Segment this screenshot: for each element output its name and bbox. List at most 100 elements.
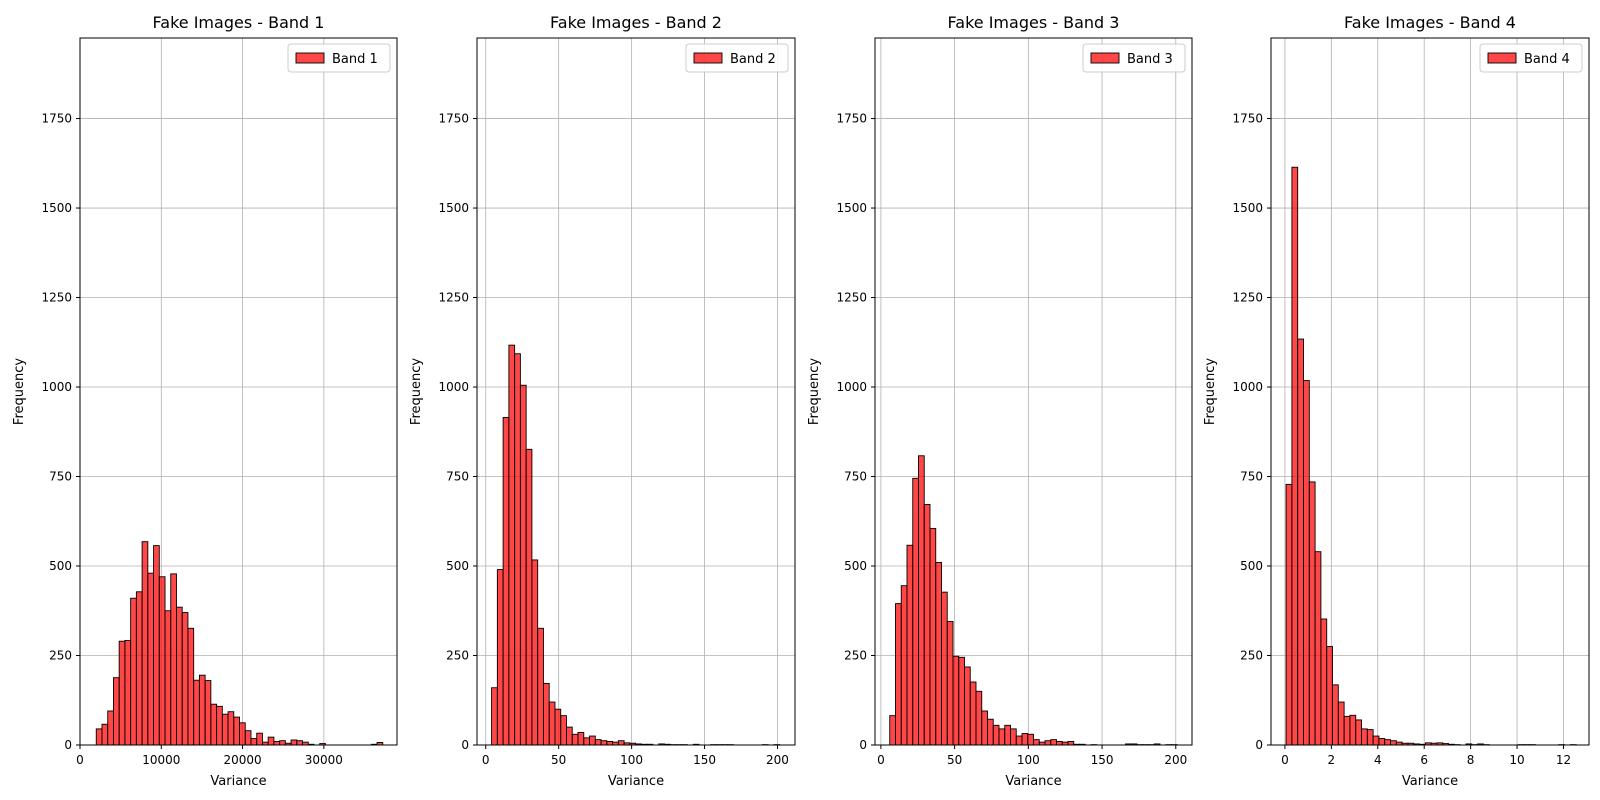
histogram-bar	[1021, 733, 1029, 746]
histogram-bar	[1314, 551, 1322, 746]
axes-frame	[79, 37, 398, 746]
legend-swatch	[1090, 52, 1120, 64]
histogram-bar	[998, 728, 1006, 746]
y-tick-label: 750	[446, 470, 469, 484]
histogram-bar	[1004, 724, 1011, 746]
x-tick-label: 4	[1374, 753, 1382, 767]
chart-panel-4: 0 2 4 6 8 10 12 0 250 500 750 1000 1250 1500 1750 Fake …	[1203, 13, 1590, 789]
histogram-bar	[600, 740, 608, 746]
legend-swatch	[1487, 52, 1517, 64]
histogram-bar	[1291, 166, 1299, 746]
x-tick-label: 150	[1091, 753, 1114, 767]
histogram-bar	[141, 541, 149, 746]
chart-panel-1: 0 10000 20000 30000 0 250 500 750 1000 1250 1500 17…	[12, 13, 398, 789]
axes-frame	[874, 37, 1193, 746]
histogram-bar	[187, 627, 195, 746]
axes-frame	[476, 37, 796, 746]
histogram-bar	[514, 353, 521, 746]
y-tick-label: 0	[1255, 738, 1263, 752]
y-tick-label: 1000	[41, 380, 72, 394]
histogram-bar	[1050, 739, 1057, 746]
y-tick-label: 1500	[1232, 201, 1263, 215]
histogram-bar	[981, 710, 988, 746]
histogram-bar	[1015, 735, 1023, 746]
histogram-bar	[566, 726, 573, 746]
histogram-bar	[537, 627, 544, 746]
x-tick-label: 10000	[142, 753, 180, 767]
x-tick-label: 100	[620, 753, 643, 767]
x-tick-label: 50	[551, 753, 566, 767]
y-tick-label: 1750	[41, 112, 72, 126]
y-tick-label: 1000	[836, 380, 867, 394]
histogram-bar	[290, 739, 298, 746]
y-tick-label: 750	[49, 470, 72, 484]
histogram-bar	[923, 503, 931, 746]
y-tick-label: 1250	[836, 291, 867, 305]
y-axis-label: Frequency	[12, 358, 27, 425]
y-tick-label: 500	[49, 559, 72, 573]
histogram-bar	[554, 708, 562, 746]
histogram-bar	[1378, 738, 1386, 746]
histogram-bar	[273, 740, 281, 746]
histogram-bar	[918, 455, 925, 746]
x-tick-label: 20000	[223, 753, 261, 767]
histogram-bar	[508, 344, 516, 746]
histogram-bar	[502, 417, 510, 746]
histogram-bar	[1303, 380, 1310, 746]
histogram-bar	[889, 715, 896, 746]
histogram-bar	[1384, 739, 1391, 746]
legend-box	[1082, 43, 1186, 73]
x-tick-label: 0	[1281, 753, 1289, 767]
x-axis-label: Variance	[210, 774, 266, 789]
histogram-bar	[992, 724, 1000, 746]
histogram-bar	[244, 730, 252, 746]
y-axis-label: Frequency	[807, 358, 822, 425]
y-tick-label: 500	[446, 559, 469, 573]
x-axis-label: Variance	[1402, 774, 1458, 789]
y-tick-label: 250	[49, 649, 72, 663]
histogram-bar	[1027, 733, 1034, 746]
histogram-bar	[158, 576, 166, 746]
legend-swatch	[693, 52, 723, 64]
legend-label: Band 1	[332, 52, 378, 67]
y-tick-label: 500	[844, 559, 867, 573]
histogram-bar	[491, 687, 498, 746]
histogram-bar	[969, 681, 977, 746]
y-tick-label: 250	[446, 649, 469, 663]
histogram-bar	[95, 728, 103, 746]
histogram-bar	[1010, 728, 1017, 746]
histogram-bar	[1349, 714, 1357, 746]
y-tick-label: 1500	[836, 201, 867, 215]
histogram-bar	[1320, 618, 1328, 746]
y-tick-label: 1500	[438, 201, 469, 215]
x-tick-label: 0	[482, 753, 490, 767]
histogram-bar	[895, 603, 902, 746]
histogram-bar	[1044, 740, 1052, 746]
histogram-bar	[519, 384, 527, 746]
histogram-bar	[594, 739, 602, 746]
y-tick-label: 1500	[41, 201, 72, 215]
histogram-bar	[250, 738, 258, 746]
y-tick-label: 500	[1240, 559, 1263, 573]
histogram-bar	[496, 569, 504, 746]
chart-title: Fake Images - Band 1	[153, 13, 325, 32]
histogram-bar	[204, 680, 212, 746]
histogram-bar	[135, 591, 143, 746]
legend-box	[1479, 43, 1583, 73]
histogram-bar	[929, 527, 937, 746]
histogram-bar	[1361, 728, 1368, 746]
histogram-bar	[1332, 684, 1339, 746]
histogram-bar	[239, 722, 246, 746]
histogram-bar	[153, 545, 160, 746]
y-tick-label: 1000	[438, 380, 469, 394]
histogram-bar	[935, 561, 942, 746]
histogram-bar	[170, 573, 177, 746]
histogram-bar	[1308, 481, 1316, 746]
histogram-bar	[1297, 338, 1304, 746]
histogram-bar	[589, 735, 596, 746]
histogram-bar	[1343, 715, 1351, 746]
histogram-bar	[1067, 740, 1075, 746]
y-tick-label: 1250	[1232, 291, 1263, 305]
histogram-bar	[107, 710, 114, 746]
y-tick-label: 750	[844, 470, 867, 484]
